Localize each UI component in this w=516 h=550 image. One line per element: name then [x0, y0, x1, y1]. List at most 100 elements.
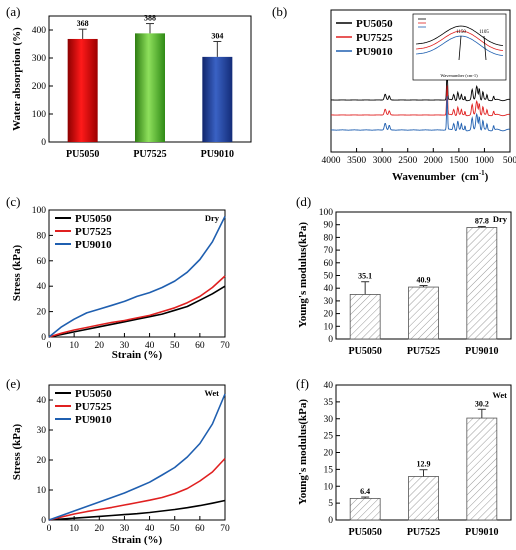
series-line-PU5050 — [48, 285, 226, 338]
d-ytick-label: 40 — [324, 284, 334, 294]
x-axis-title-sup: -1 — [479, 169, 485, 177]
value-label-PU5050: 35.1 — [358, 272, 372, 281]
spectrum-PU9010 — [330, 96, 510, 132]
inset: 1150 1105 Wavenumber (cm-1) — [412, 13, 507, 81]
e-xtick-label: 30 — [120, 524, 130, 534]
e-ytick-label: 10 — [37, 486, 47, 496]
e-ytick-label: 20 — [37, 456, 47, 466]
d-ytick-label: 0 — [328, 335, 333, 345]
f-ytick-label: 35 — [324, 398, 334, 408]
f-ytick-label: 25 — [324, 432, 334, 442]
value-label-PU5050: 368 — [77, 19, 89, 28]
c-ytick-label: 0 — [41, 333, 46, 343]
panel-a-water-absorption: Water absorption (%) 0 100 200 300 400 368 PU… — [11, 14, 252, 160]
panel-letter-a: (a) — [6, 4, 20, 19]
series-line-PU5050 — [48, 499, 226, 521]
panel-c-stress-strain-dry: Stress (kPa) Strain (%) Dry 020406080100… — [11, 206, 230, 361]
x-axis-title: Wavenumber (cm-1) — [392, 169, 489, 183]
d-ytick-label: 90 — [324, 221, 334, 231]
c-xtick-label: 70 — [220, 341, 230, 351]
plot-frame — [48, 209, 226, 338]
bar-PU5050 — [67, 38, 98, 142]
e-xtick-label: 40 — [145, 524, 155, 534]
c-xtick-label: 0 — [47, 341, 52, 351]
d-ytick-label: 10 — [324, 322, 334, 332]
panel-d-youngs-modulus-dry: Young's modulus(kPa) Dry 0 10 20 30 40 50 60 70… — [297, 208, 512, 357]
b-xtick-label: 3000 — [373, 156, 392, 166]
bar-PU9010 — [202, 56, 233, 142]
value-label-PU9010: 30.2 — [475, 399, 489, 408]
c-ytick-label: 20 — [37, 308, 47, 318]
d-ytick-label: 100 — [319, 208, 334, 218]
panel-letter-f: (f) — [296, 376, 309, 391]
a-ytick-label: 0 — [41, 138, 46, 148]
category-label-PU7525: PU7525 — [133, 149, 166, 160]
b-xtick-label: 500 — [503, 156, 516, 166]
c-xtick-label: 30 — [120, 341, 130, 351]
corner-label: Dry — [205, 213, 220, 223]
category-label-PU5050: PU5050 — [348, 527, 381, 538]
bar-PU9010 — [466, 227, 498, 340]
inset-marker-1150 — [458, 35, 462, 61]
f-ytick-label: 10 — [324, 482, 334, 492]
d-ytick-label: 20 — [324, 310, 334, 320]
inset-annotation-1105: 1105 — [479, 30, 489, 35]
y-axis-title: Stress (kPa) — [11, 245, 23, 302]
value-label-PU5050: 6.4 — [360, 487, 370, 496]
x-axis-title-unit: (cm — [461, 171, 479, 183]
inset-curve-PU5050 — [415, 25, 504, 46]
a-ytick-label: 100 — [32, 110, 47, 120]
f-ytick-label: 5 — [328, 499, 333, 509]
legend-label-PU5050: PU5050 — [356, 18, 393, 30]
inset-annotation-1150: 1150 — [456, 30, 466, 35]
a-ytick-label: 400 — [32, 26, 47, 36]
panel-letter-e: (e) — [6, 376, 20, 391]
value-label-PU7525: 12.9 — [417, 460, 431, 469]
f-ytick-label: 15 — [324, 465, 334, 475]
e-xtick-label: 20 — [95, 524, 105, 534]
c-xtick-label: 20 — [95, 341, 105, 351]
b-xtick-label: 1000 — [475, 156, 494, 166]
inset-marker-1105 — [483, 35, 487, 61]
d-ytick-label: 50 — [324, 272, 334, 282]
series-line-PU9010 — [48, 216, 226, 338]
b-xtick-label: 3500 — [347, 156, 366, 166]
inset-curve-PU9010 — [415, 35, 504, 56]
category-label-PU9010: PU9010 — [201, 149, 234, 160]
bar-PU5050 — [349, 497, 381, 521]
e-ytick-label: 0 — [41, 516, 46, 526]
c-xtick-label: 40 — [145, 341, 155, 351]
e-xtick-label: 70 — [220, 524, 230, 534]
panel-e-stress-strain-wet: Stress (kPa) Strain (%) Wet 0 10 20 30 40 0 10… — [11, 384, 230, 546]
f-ytick-label: 0 — [328, 516, 333, 526]
legend-label-PU9010: PU9010 — [75, 414, 112, 426]
bar-PU7525 — [135, 33, 165, 142]
category-label-PU5050: PU5050 — [348, 346, 381, 357]
f-ytick-label: 30 — [324, 415, 334, 425]
spectrum-PU5050 — [331, 70, 510, 102]
e-xtick-label: 60 — [195, 524, 205, 534]
x-axis-title: Strain (%) — [112, 534, 163, 546]
bar-PU7525 — [408, 476, 439, 521]
value-label-PU9010: 304 — [211, 31, 223, 40]
panel-f-youngs-modulus-wet: Young's modulus(kPa) Wet 0 5 10 15 20 25 30 35 4… — [297, 381, 512, 538]
d-ytick-label: 30 — [324, 297, 334, 307]
b-xtick-label: 4000 — [322, 156, 341, 166]
panel-letter-d: (d) — [296, 194, 311, 209]
panel-letter-c: (c) — [6, 194, 20, 209]
d-ytick-label: 60 — [324, 259, 334, 269]
spectrum-PU7525 — [331, 85, 510, 117]
legend-label-PU9010: PU9010 — [356, 46, 393, 58]
series-line-PU9010 — [48, 393, 226, 521]
legend-label-PU7525: PU7525 — [356, 32, 393, 44]
e-xtick-label: 50 — [170, 524, 180, 534]
legend: PU5050 PU7525 PU9010 — [336, 18, 393, 58]
panel-b-ftir: 4000 3500 3000 2500 2000 1500 1000 500 Wavenumb… — [322, 9, 516, 183]
d-ytick-label: 70 — [324, 246, 334, 256]
series-line-PU7525 — [48, 457, 226, 521]
legend-label-PU7525: PU7525 — [75, 401, 112, 413]
plot-frame — [330, 9, 511, 153]
e-xtick-label: 0 — [47, 524, 52, 534]
category-label-PU7525: PU7525 — [407, 527, 440, 538]
